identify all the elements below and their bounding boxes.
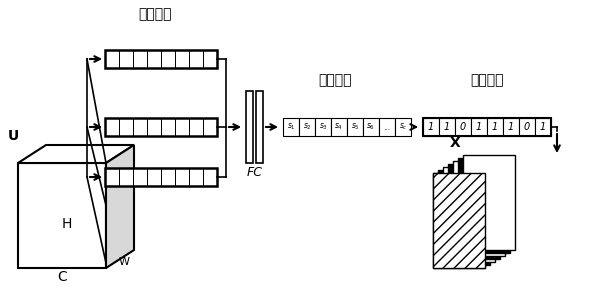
Bar	[299, 118, 315, 136]
Bar	[147, 118, 161, 136]
Text: 1: 1	[508, 122, 514, 132]
Bar	[395, 118, 411, 136]
Bar	[438, 170, 490, 265]
Bar	[503, 118, 519, 136]
Bar	[256, 91, 263, 163]
Bar	[203, 118, 217, 136]
Text: $s_4$: $s_4$	[334, 122, 343, 132]
Bar	[453, 161, 505, 256]
Bar	[105, 118, 119, 136]
Bar	[331, 118, 347, 136]
Bar	[315, 118, 331, 136]
Text: 1: 1	[476, 122, 482, 132]
Bar	[105, 168, 119, 186]
Bar	[161, 118, 175, 136]
Bar	[105, 168, 217, 186]
Text: FC: FC	[247, 166, 262, 179]
Bar	[455, 118, 471, 136]
Bar	[133, 118, 147, 136]
Text: 0: 0	[524, 122, 530, 132]
Bar	[433, 173, 485, 268]
Bar	[433, 173, 485, 268]
Bar	[519, 118, 535, 136]
Text: 1: 1	[492, 122, 498, 132]
Text: $s_2$: $s_2$	[303, 122, 312, 132]
Text: $s_3$: $s_3$	[318, 122, 327, 132]
Bar	[175, 118, 189, 136]
Polygon shape	[106, 145, 134, 268]
Bar	[119, 168, 133, 186]
Bar	[448, 164, 500, 259]
Text: $s_c$: $s_c$	[399, 122, 408, 132]
Bar	[175, 50, 189, 68]
Bar	[175, 168, 189, 186]
Bar	[189, 50, 203, 68]
Bar	[105, 50, 217, 68]
Bar	[189, 118, 203, 136]
Bar	[423, 118, 551, 136]
Bar	[18, 163, 106, 268]
Bar	[471, 118, 487, 136]
Bar	[133, 168, 147, 186]
Text: 1: 1	[428, 122, 434, 132]
Polygon shape	[18, 145, 134, 163]
Text: C: C	[57, 270, 67, 284]
Bar	[161, 50, 175, 68]
Bar	[133, 50, 147, 68]
Text: 通道掩码: 通道掩码	[470, 73, 504, 87]
Bar	[463, 155, 515, 250]
Bar	[458, 158, 510, 253]
Text: U: U	[7, 129, 18, 143]
Bar	[119, 118, 133, 136]
Bar	[105, 50, 119, 68]
Bar	[363, 118, 379, 136]
Bar	[189, 168, 203, 186]
Text: ...: ...	[383, 123, 390, 131]
Text: W: W	[119, 257, 130, 267]
Bar	[147, 50, 161, 68]
Text: 全局池化: 全局池化	[138, 7, 172, 21]
Text: $s_1$: $s_1$	[287, 122, 296, 132]
Bar	[119, 50, 133, 68]
Text: $s_5$: $s_5$	[350, 122, 359, 132]
Bar	[203, 168, 217, 186]
Text: X: X	[450, 136, 461, 150]
Bar	[535, 118, 551, 136]
Text: 通道比乘: 通道比乘	[318, 73, 352, 87]
Text: $s_6$: $s_6$	[367, 122, 375, 132]
Bar	[487, 118, 503, 136]
Bar	[147, 168, 161, 186]
Text: 1: 1	[444, 122, 450, 132]
Bar	[246, 91, 253, 163]
Text: 0: 0	[460, 122, 466, 132]
Bar	[161, 168, 175, 186]
Bar	[203, 50, 217, 68]
Bar	[439, 118, 455, 136]
Text: 1: 1	[540, 122, 546, 132]
Bar	[423, 118, 439, 136]
Bar	[443, 167, 495, 262]
Text: H: H	[61, 217, 72, 231]
Bar	[347, 118, 363, 136]
Bar	[283, 118, 299, 136]
Bar	[105, 118, 217, 136]
Bar	[379, 118, 395, 136]
